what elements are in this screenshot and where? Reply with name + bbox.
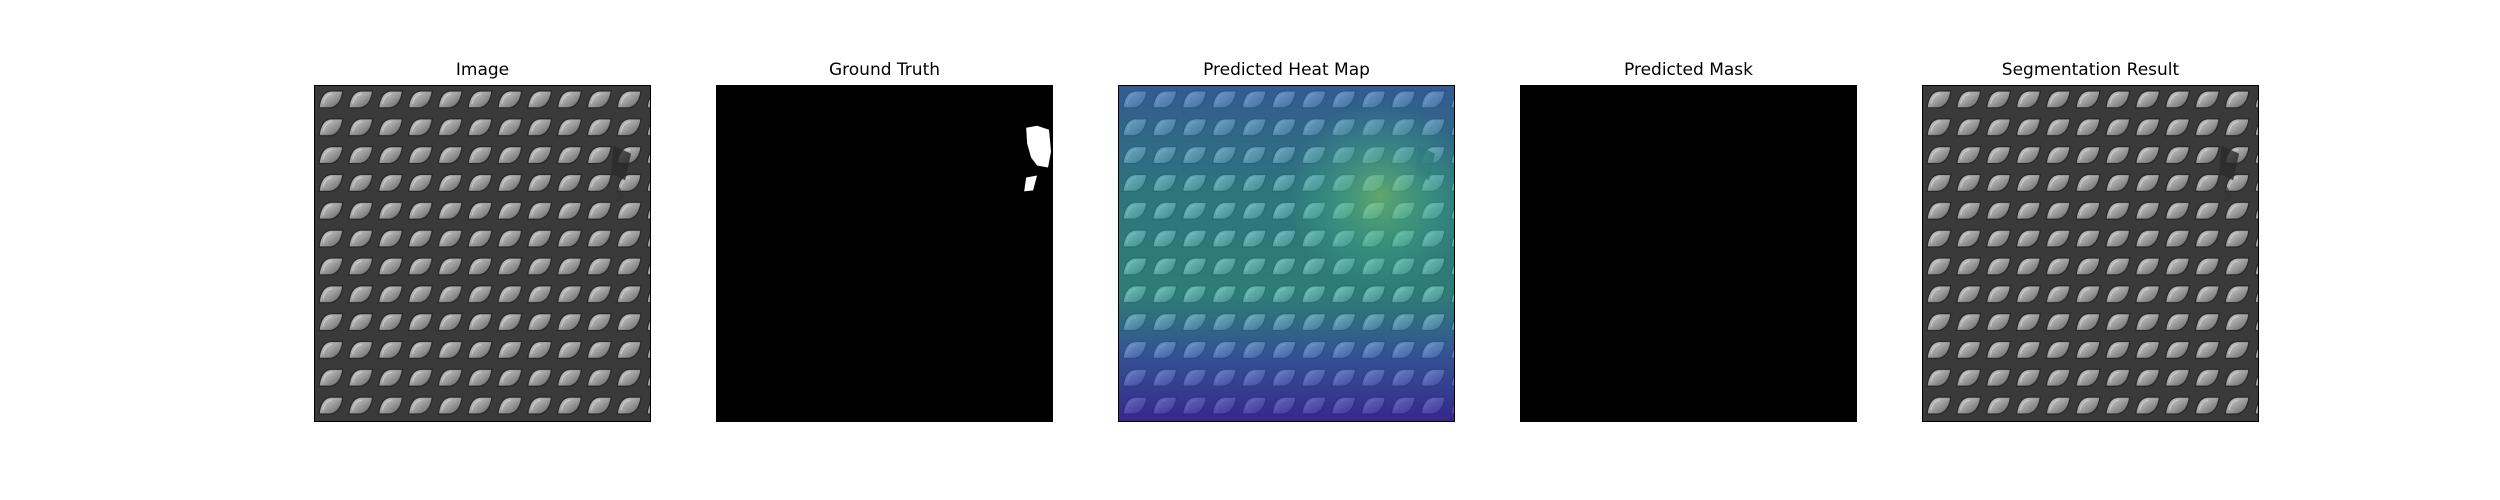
panel-title: Predicted Heat Map	[1203, 60, 1370, 80]
panel-predicted-mask: Predicted Mask	[1520, 0, 1857, 500]
segmentation-result-image	[1922, 85, 2259, 422]
panel-ground-truth: Ground Truth	[716, 0, 1053, 500]
panel-title: Ground Truth	[828, 60, 941, 80]
panel-title: Predicted Mask	[1624, 60, 1753, 80]
heat-map-image	[1118, 85, 1455, 422]
panel-title: Image	[455, 60, 510, 80]
input-image	[314, 85, 651, 422]
ground-truth-mask	[716, 85, 1053, 422]
panel-segmentation-result: Segmentation Result	[1922, 0, 2259, 500]
predicted-mask	[1520, 85, 1857, 422]
panel-image: Image	[314, 0, 651, 500]
panel-title: Segmentation Result	[2001, 60, 2180, 80]
panel-heat-map: Predicted Heat Map	[1118, 0, 1455, 500]
